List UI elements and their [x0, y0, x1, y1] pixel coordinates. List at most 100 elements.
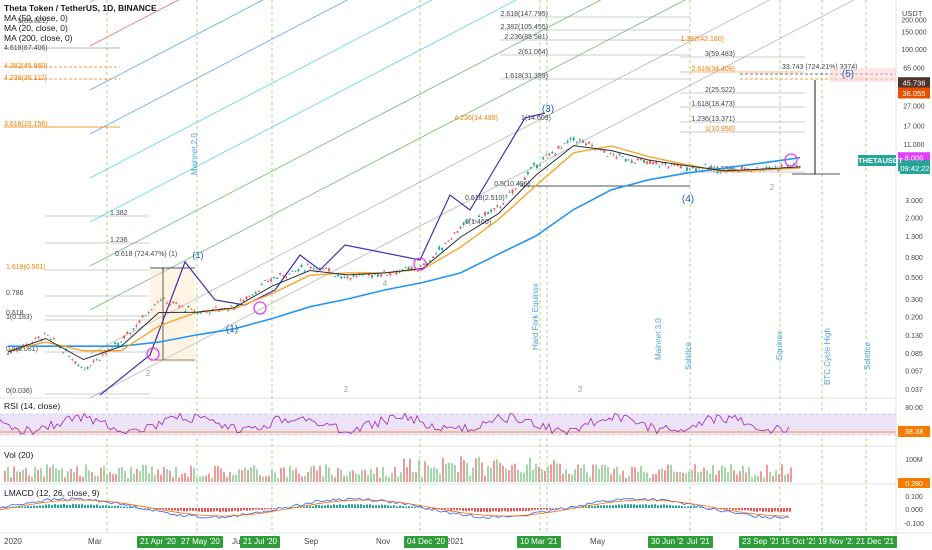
volume-bar [247, 469, 249, 482]
macd-histogram-bar [606, 505, 608, 508]
macd-histogram-bar [237, 508, 239, 512]
candle-body [370, 275, 373, 278]
candle-body [438, 246, 441, 250]
volume-bar [595, 464, 597, 482]
macd-histogram-bar [774, 508, 776, 512]
macd-histogram-bar [741, 508, 743, 511]
ma20-legend[interactable]: MA (20, close, 0) [4, 23, 68, 33]
volume-bar [223, 471, 225, 482]
fib-level-label: 1.618(18.473) [691, 101, 735, 108]
volume-bar [376, 467, 378, 482]
candle-body [698, 168, 701, 170]
volume-bar [631, 466, 633, 482]
candle-body [153, 304, 156, 306]
candle-body [792, 163, 795, 165]
volume-bar [28, 475, 30, 482]
macd-histogram-bar [222, 508, 224, 512]
volume-bar [412, 471, 414, 482]
volume-bar [277, 477, 279, 482]
candle-body [236, 303, 239, 306]
macd-label[interactable]: LMACD (12, 26, close, 9) [4, 488, 100, 498]
event-date-tag[interactable]: 10 Mar '21 [517, 536, 561, 548]
event-date-tag[interactable]: 30 Jun '21 [648, 536, 691, 548]
volume-bar [295, 468, 297, 482]
volume-bar [454, 464, 456, 482]
candle-body [291, 270, 294, 272]
volume-bar [475, 458, 477, 482]
macd-histogram-bar [759, 508, 761, 511]
candle-body [545, 154, 548, 156]
candle-body [704, 164, 707, 166]
event-date-tag[interactable]: 21 Dec '21 [853, 536, 897, 548]
macd-histogram-bar [573, 507, 575, 508]
candle-body [588, 142, 591, 144]
rsi-tick: 80.00 [905, 405, 923, 412]
vol-label[interactable]: Vol (20) [4, 450, 34, 460]
volume-bar [355, 473, 357, 482]
volume-bar [391, 472, 393, 482]
macd-histogram-bar [333, 504, 335, 508]
rsi-label[interactable]: RSI (14, close) [4, 401, 61, 411]
volume-bar [583, 464, 585, 482]
volume-bar [34, 466, 36, 482]
volume-bar [571, 474, 573, 482]
event-date-tag[interactable]: 21 Apr '20 [137, 536, 179, 548]
candle-body [572, 137, 575, 141]
ma50-legend[interactable]: MA (50, close, 0) [4, 13, 68, 23]
candle-body [551, 151, 554, 154]
volume-bar [304, 475, 306, 482]
event-date-tag[interactable]: Jul '21 [684, 536, 713, 548]
macd-histogram-bar [111, 506, 113, 508]
event-label: Mainnet 3.0 [654, 318, 663, 360]
event-date-tag[interactable]: 23 Sep '21 [739, 536, 784, 548]
event-date-tag[interactable]: 27 May '20 [178, 536, 223, 548]
event-date-tag[interactable]: 04 Dec '20 [404, 536, 448, 548]
fib-level-label: 2.618(147.795) [501, 11, 548, 18]
candle-body [52, 338, 55, 340]
candle-body [325, 268, 328, 269]
candle-body [514, 188, 517, 190]
macd-histogram-bar [75, 504, 77, 508]
ma200-legend[interactable]: MA (200, close, 0) [4, 33, 73, 43]
volume-bar [4, 470, 6, 482]
candle-body [670, 164, 673, 166]
volume-bar [40, 468, 42, 482]
macd-histogram-bar [789, 508, 791, 512]
macd-histogram-bar [96, 504, 98, 508]
macd-histogram-bar [51, 505, 53, 508]
macd-histogram-bar [195, 508, 197, 511]
fib-level-label: 1.618(0.501) [6, 264, 46, 271]
candle-body [609, 152, 612, 154]
volume-bar [202, 475, 204, 482]
macd-histogram-bar [57, 504, 59, 508]
macd-histogram-bar [33, 505, 35, 508]
candle-body [169, 304, 172, 306]
macd-histogram-bar [36, 505, 38, 508]
volume-bar [772, 475, 774, 482]
volume-bar [250, 467, 252, 482]
event-date-tag[interactable]: 21 Jul '20 [240, 536, 280, 548]
candle-body [453, 232, 456, 234]
macd-histogram-bar [612, 505, 614, 508]
macd-histogram-bar [204, 508, 206, 512]
macd-histogram-bar [519, 508, 521, 512]
price-tick: 17.000 [903, 123, 925, 130]
volume-bar [49, 467, 51, 482]
macd-histogram-bar [693, 506, 695, 508]
candle-body [474, 220, 477, 222]
volume-bar [46, 464, 48, 482]
fib-level-label: 0.618(2.510) [465, 195, 505, 202]
fib-level-label: 0(4.598) [709, 166, 735, 173]
macd-histogram-bar [342, 504, 344, 508]
price-tag-label: 45.736 [903, 79, 926, 88]
fib-level-label: 2.236(85.581) [504, 34, 548, 41]
macd-histogram-bar [351, 504, 353, 508]
fib-level-label: 2(25.522) [705, 87, 735, 94]
candle-body [606, 155, 609, 157]
candle-body [618, 153, 621, 156]
event-date-tag[interactable]: 15 Oct '21 [778, 536, 821, 548]
volume-bar [307, 472, 309, 482]
event-date-tag[interactable]: 19 Nov '21 [815, 536, 859, 548]
event-label: BTC Cycle High [823, 328, 832, 385]
